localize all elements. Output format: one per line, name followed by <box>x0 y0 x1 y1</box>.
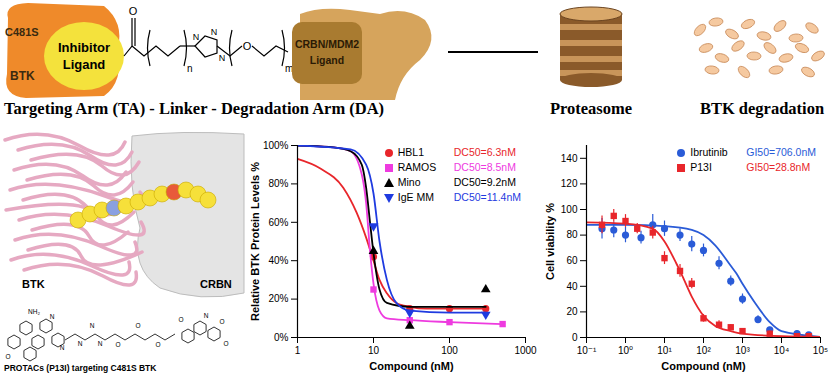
html-text:DC50=11.4nM: DC50=11.4nM <box>453 191 521 203</box>
svg-text:O: O <box>243 40 252 52</box>
svg-text:N: N <box>78 340 83 347</box>
svg-text:PROTACs (P13I) targeting C481S: PROTACs (P13I) targeting C481S BTK <box>4 363 157 373</box>
svg-text:60%: 60% <box>268 217 288 228</box>
svg-text:100: 100 <box>561 204 578 215</box>
svg-text:BTK: BTK <box>10 69 35 83</box>
svg-text:O: O <box>129 5 138 17</box>
svg-text:N: N <box>219 53 226 63</box>
svg-text:O: O <box>178 316 183 323</box>
svg-text:Ligand: Ligand <box>310 54 344 66</box>
html-text:DC50=9.2nM: DC50=9.2nM <box>453 176 516 188</box>
svg-text:O: O <box>5 353 10 360</box>
svg-text:N: N <box>204 312 209 319</box>
html-text:GI50=28.8nM: GI50=28.8nM <box>746 161 811 173</box>
svg-text:Cell viability %: Cell viability % <box>544 203 556 280</box>
html-text:HBL1: HBL1 <box>397 146 424 158</box>
html-text:DC50=6.3nM: DC50=6.3nM <box>453 146 516 158</box>
html-text:GI50=706.0nM: GI50=706.0nM <box>746 146 816 158</box>
svg-text:20%: 20% <box>268 293 288 304</box>
svg-text:Targeting Arm (TA) - Linker -: Targeting Arm (TA) - Linker - Degradatio… <box>4 99 384 118</box>
svg-text:0%: 0% <box>274 332 289 343</box>
svg-text:10²: 10² <box>696 345 711 356</box>
svg-text:10: 10 <box>368 345 380 356</box>
svg-text:10⁴: 10⁴ <box>774 345 789 356</box>
svg-text:80%: 80% <box>268 178 288 189</box>
svg-text:10⁵: 10⁵ <box>813 345 828 356</box>
svg-text:10³: 10³ <box>735 345 750 356</box>
svg-text:Inhibitor: Inhibitor <box>58 40 110 55</box>
svg-text:N: N <box>50 313 55 320</box>
svg-text:60: 60 <box>566 255 578 266</box>
svg-text:120: 120 <box>561 178 578 189</box>
svg-text:10⁰: 10⁰ <box>618 345 633 356</box>
svg-text:1: 1 <box>295 345 301 356</box>
svg-text:100: 100 <box>441 345 458 356</box>
svg-text:Proteasome: Proteasome <box>550 99 632 118</box>
svg-text:m: m <box>285 63 294 74</box>
svg-text:40%: 40% <box>268 255 288 266</box>
svg-text:O: O <box>219 318 224 325</box>
svg-text:Compound (nM): Compound (nM) <box>661 360 746 372</box>
svg-text:O: O <box>223 340 228 347</box>
svg-text:20: 20 <box>566 306 578 317</box>
svg-text:N: N <box>90 322 95 329</box>
svg-text:Relative BTK Protein Levels %: Relative BTK Protein Levels % <box>249 162 261 321</box>
svg-text:1000: 1000 <box>514 345 537 356</box>
svg-text:BTK degradation: BTK degradation <box>700 99 824 118</box>
html-text:Mino: Mino <box>397 176 421 188</box>
html-text:RAMOS: RAMOS <box>397 161 437 173</box>
html-text:DC50=8.5nM: DC50=8.5nM <box>453 161 516 173</box>
html-text:IgE MM: IgE MM <box>397 191 434 203</box>
svg-text:CRBN/MDM2: CRBN/MDM2 <box>295 38 359 50</box>
svg-text:0: 0 <box>572 332 578 343</box>
svg-text:N: N <box>60 344 65 351</box>
svg-text:10¹: 10¹ <box>657 345 672 356</box>
svg-text:Ligand: Ligand <box>63 57 106 72</box>
svg-text:N: N <box>98 340 103 347</box>
svg-text:N: N <box>193 32 200 42</box>
svg-text:n: n <box>187 63 193 74</box>
svg-text:140: 140 <box>561 153 578 164</box>
svg-text:BTK: BTK <box>22 278 45 290</box>
svg-text:O: O <box>135 322 140 329</box>
svg-text:O: O <box>155 341 160 348</box>
svg-text:80: 80 <box>566 229 578 240</box>
svg-text:O: O <box>115 341 120 348</box>
svg-text:100%: 100% <box>263 140 289 151</box>
html-text:Ibrutinib: Ibrutinib <box>690 146 728 158</box>
svg-text:40: 40 <box>566 281 578 292</box>
svg-text:N: N <box>211 27 218 37</box>
svg-text:CRBN: CRBN <box>200 278 232 290</box>
svg-text:Compound (nM): Compound (nM) <box>369 360 454 372</box>
svg-text:NH₂: NH₂ <box>28 308 40 315</box>
svg-text:C481S: C481S <box>5 26 39 38</box>
html-text:P13I: P13I <box>690 161 712 173</box>
svg-text:10⁻¹: 10⁻¹ <box>577 345 597 356</box>
